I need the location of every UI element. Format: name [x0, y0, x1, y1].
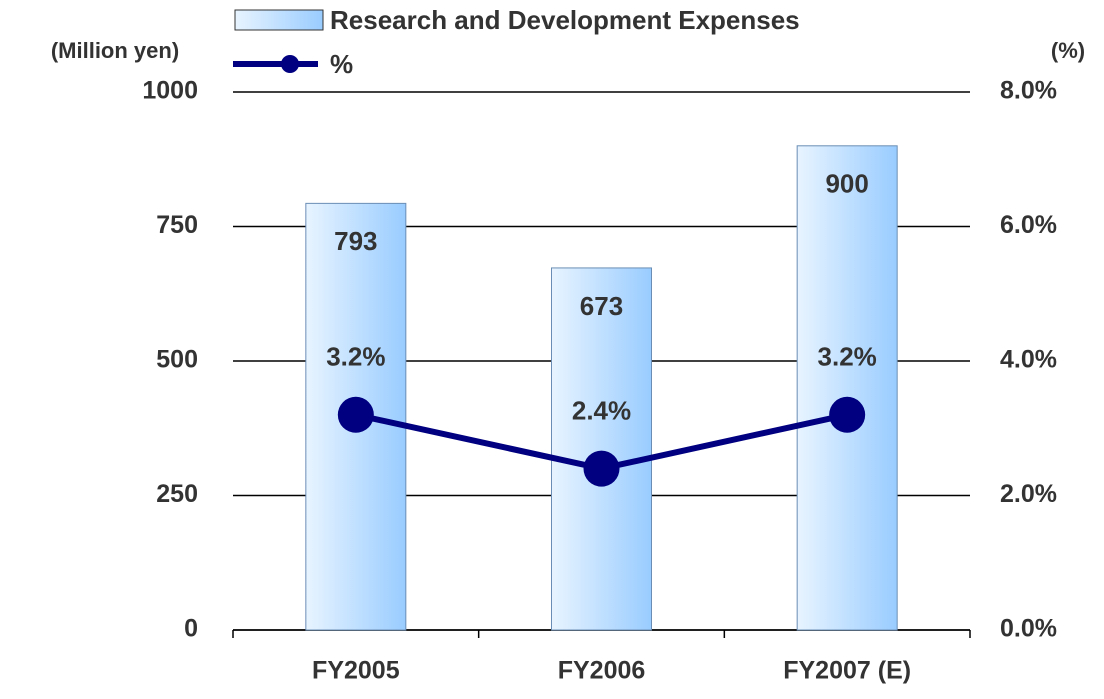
data-label: 673	[580, 291, 623, 321]
bar	[796, 145, 898, 631]
y-tick-label: 750	[156, 211, 198, 239]
x-tick-label: FY2006	[558, 657, 646, 685]
legend-label: Research and Development Expenses	[330, 5, 800, 35]
y-tick-label: 1000	[142, 77, 198, 105]
y2-tick-label: 8.0%	[1000, 77, 1057, 105]
y-tick-label: 500	[156, 346, 198, 374]
marker	[829, 396, 866, 433]
y2-tick-label: 0.0%	[1000, 615, 1057, 643]
x-tick-label: FY2005	[312, 657, 400, 685]
y2-tick-label: 4.0%	[1000, 346, 1057, 374]
data-label: 3.2%	[326, 342, 385, 372]
x-tick-label: FY2007 (E)	[783, 657, 911, 685]
marker	[337, 396, 374, 433]
data-label: 793	[334, 226, 377, 256]
data-label: 3.2%	[818, 342, 877, 372]
y2-tick-label: 2.0%	[1000, 480, 1057, 508]
y-axis-label: (Million yen)	[51, 38, 179, 63]
bar	[551, 267, 652, 631]
y2-axis-label: (%)	[1051, 38, 1085, 63]
y2-tick-label: 6.0%	[1000, 211, 1057, 239]
data-label: 900	[825, 169, 868, 199]
data-label: 2.4%	[572, 395, 631, 425]
legend-marker	[281, 55, 299, 73]
legend-label: %	[330, 49, 353, 79]
legend-swatch	[234, 9, 324, 31]
y-tick-label: 250	[156, 480, 198, 508]
y-tick-label: 0	[184, 615, 198, 643]
marker	[583, 450, 620, 487]
